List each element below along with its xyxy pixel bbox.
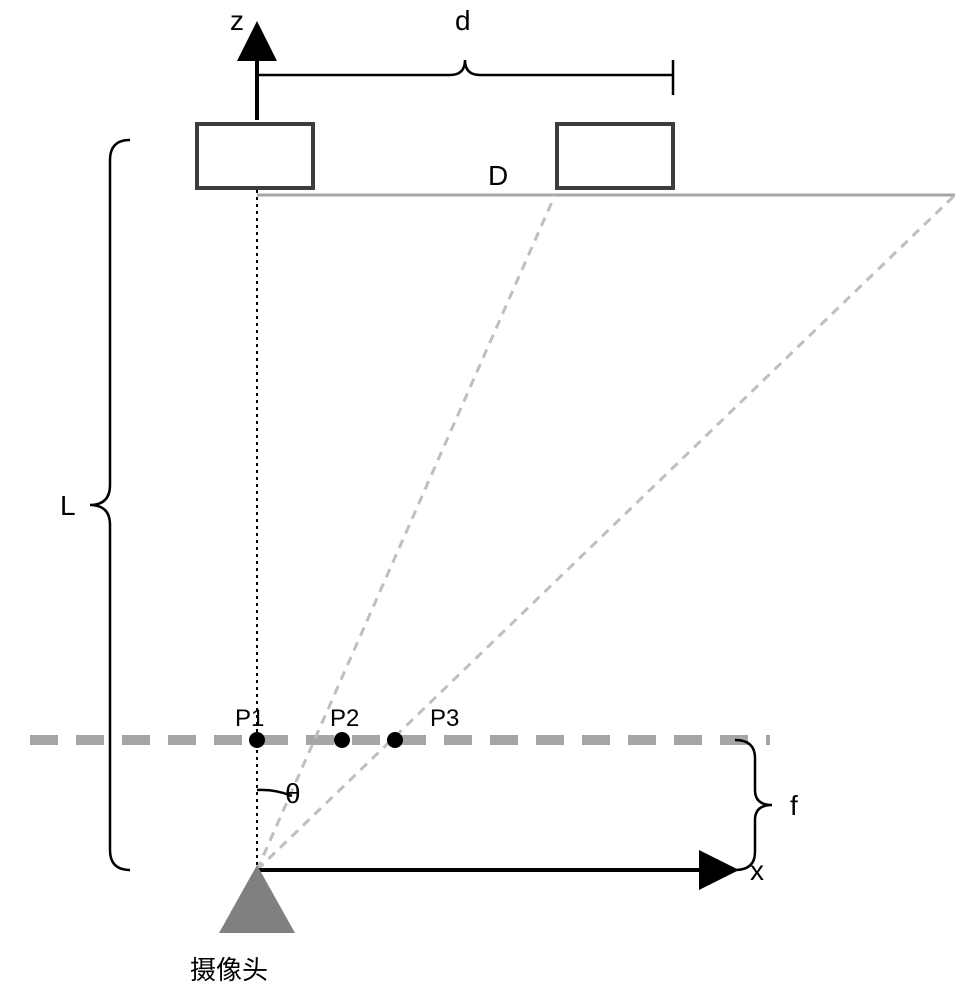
- big-d-label: D: [488, 160, 508, 192]
- ray-to-rect: [257, 195, 555, 870]
- theta-label: θ: [285, 778, 301, 810]
- point-p3: [387, 732, 403, 748]
- p3-label: P3: [430, 705, 459, 733]
- l-label: L: [60, 490, 76, 522]
- camera-label: 摄像头: [190, 950, 268, 987]
- x-axis-label: x: [750, 855, 764, 887]
- point-p2: [334, 732, 350, 748]
- l-brace: [90, 140, 130, 870]
- p2-label: P2: [330, 705, 359, 733]
- camera-icon: [219, 865, 295, 933]
- left-rect: [195, 122, 315, 190]
- p1-label: P1: [235, 705, 264, 733]
- diagram-svg: [0, 0, 964, 1000]
- f-brace: [735, 740, 772, 870]
- diagram-container: z x d D L f θ P1 P2 P3 摄像头: [0, 0, 964, 1000]
- d-bracket: [257, 60, 673, 95]
- z-axis-label: z: [230, 5, 244, 37]
- right-rect: [555, 122, 675, 190]
- d-label: d: [455, 5, 471, 37]
- ray-to-d-end: [257, 195, 955, 870]
- point-p1: [249, 732, 265, 748]
- f-label: f: [790, 790, 798, 822]
